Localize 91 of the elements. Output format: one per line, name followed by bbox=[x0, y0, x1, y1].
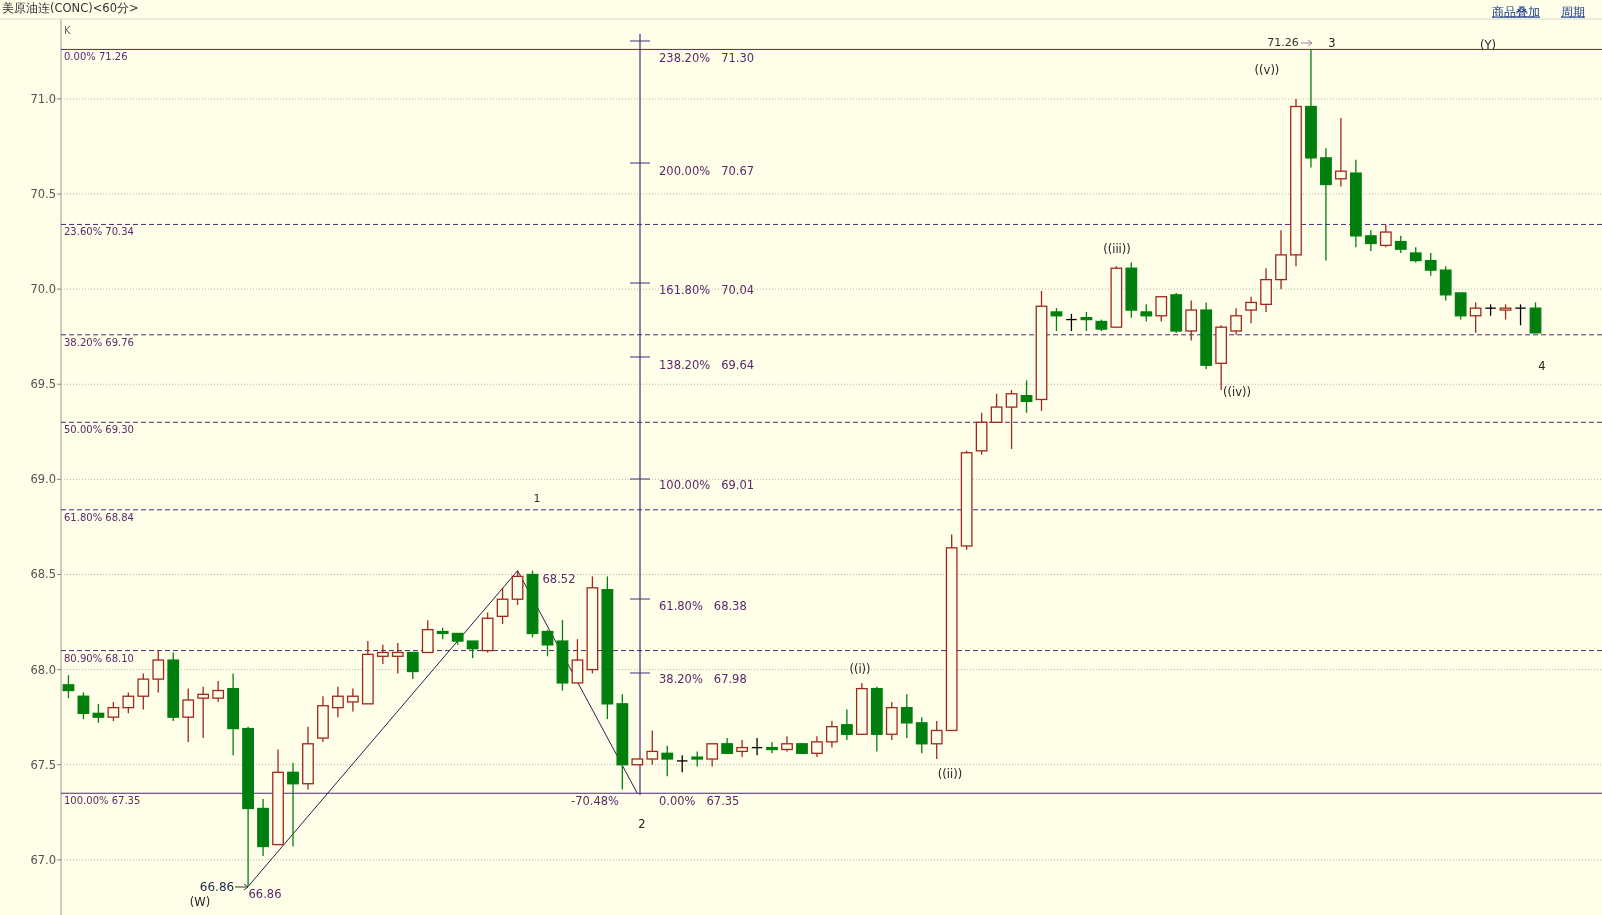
candlestick bbox=[1335, 117, 1347, 188]
candlestick bbox=[915, 716, 928, 754]
annotation: 61.80% 68.38 bbox=[659, 598, 747, 613]
candlestick bbox=[92, 703, 105, 724]
annotation: 138.20% 69.64 bbox=[659, 357, 755, 372]
candlestick bbox=[826, 720, 838, 749]
candlestick bbox=[541, 629, 554, 657]
chart-title: 美原油连(CONC)<60分> bbox=[2, 1, 139, 15]
candlestick bbox=[137, 672, 150, 711]
annotation: 66.86 bbox=[199, 879, 235, 894]
annotation: 161.80% 70.04 bbox=[659, 282, 755, 297]
annotation: 0.00% 67.35 bbox=[659, 793, 740, 808]
ref-line-label: 38.20% 69.76 bbox=[64, 336, 134, 348]
candlestick bbox=[1469, 301, 1482, 334]
candlestick bbox=[736, 739, 748, 758]
candlestick bbox=[421, 619, 434, 654]
annotation: ((ii)) bbox=[937, 766, 963, 781]
candlestick bbox=[1185, 299, 1198, 342]
annotation: 71.26 bbox=[1267, 36, 1299, 49]
candlestick bbox=[152, 649, 165, 694]
candlestick bbox=[1245, 296, 1257, 325]
candlestick bbox=[811, 735, 823, 758]
y-tick-label: 71.0 bbox=[30, 91, 56, 106]
y-tick-label: 69.5 bbox=[30, 377, 56, 392]
candlestick bbox=[376, 644, 389, 665]
candlestick bbox=[287, 762, 299, 848]
annotation: K bbox=[64, 25, 71, 36]
candlestick bbox=[930, 720, 943, 760]
candlestick bbox=[346, 687, 359, 713]
y-tick-label: 67.5 bbox=[30, 757, 56, 772]
candlestick bbox=[406, 651, 419, 680]
candlestick bbox=[1005, 389, 1018, 450]
candlestick bbox=[391, 642, 404, 675]
y-tick-label: 67.0 bbox=[30, 852, 56, 867]
ref-line-label: 100.00% 67.35 bbox=[64, 795, 141, 807]
candlestick bbox=[571, 638, 584, 684]
candlestick bbox=[1230, 307, 1243, 336]
candlestick bbox=[197, 686, 210, 739]
candlestick bbox=[1424, 252, 1437, 277]
annotation: 3 bbox=[1328, 35, 1336, 50]
annotation: ((iv)) bbox=[1223, 384, 1251, 399]
annotation: 238.20% 71.30 bbox=[659, 50, 755, 65]
ref-line-label: 61.80% 68.84 bbox=[64, 511, 134, 523]
annotation: -70.48% bbox=[571, 793, 620, 808]
candlestick bbox=[1050, 307, 1063, 332]
y-tick-label: 68.5 bbox=[30, 567, 56, 582]
annotation: 68.52 bbox=[542, 571, 576, 586]
y-tick-label: 69.0 bbox=[30, 472, 56, 487]
candlestick bbox=[182, 687, 195, 743]
candlestick bbox=[990, 393, 1003, 423]
candlestick bbox=[766, 741, 778, 754]
ref-line-label: 23.60% 70.34 bbox=[64, 226, 134, 238]
y-tick-label: 68.0 bbox=[30, 662, 56, 677]
annotation: 1 bbox=[533, 492, 541, 505]
candlestick bbox=[900, 693, 913, 739]
text: 周期 bbox=[1561, 4, 1585, 19]
candlestick bbox=[122, 691, 135, 714]
candlestick bbox=[77, 691, 90, 720]
ref-line-label: 0.00% 71.26 bbox=[64, 51, 128, 63]
candlestick bbox=[706, 743, 719, 768]
ref-line-label: 80.90% 68.10 bbox=[64, 652, 134, 664]
y-tick-label: 70.0 bbox=[30, 282, 56, 297]
candlestick bbox=[646, 729, 659, 766]
text: 商品叠加 bbox=[1492, 4, 1540, 19]
candlestick bbox=[107, 701, 120, 722]
candlestick bbox=[496, 587, 509, 625]
candlestick bbox=[1364, 229, 1377, 252]
y-tick-label: 70.5 bbox=[30, 187, 56, 202]
annotation: ((iii)) bbox=[1103, 241, 1131, 256]
candlestick bbox=[1020, 379, 1033, 414]
candlestick bbox=[332, 686, 344, 718]
annotation: 200.00% 70.67 bbox=[659, 163, 755, 178]
candlestick bbox=[661, 745, 674, 777]
candlestick bbox=[1080, 311, 1093, 332]
ref-line-label: 50.00% 69.30 bbox=[64, 424, 134, 436]
annotation: (W) bbox=[189, 894, 211, 909]
annotation: (Y) bbox=[1480, 37, 1496, 52]
annotation: ((v)) bbox=[1254, 62, 1280, 77]
candlestick bbox=[1379, 223, 1392, 248]
candlestick bbox=[212, 680, 225, 703]
annotation: 100.00% 69.01 bbox=[659, 477, 755, 492]
candlestick bbox=[511, 570, 524, 606]
annotation: 4 bbox=[1538, 358, 1546, 373]
annotation: ((i)) bbox=[849, 661, 871, 676]
candlestick bbox=[62, 674, 75, 699]
candlestick bbox=[1454, 292, 1467, 321]
annotation: 2 bbox=[638, 816, 646, 831]
annotation: 38.20% 67.98 bbox=[659, 671, 747, 686]
candlestick bbox=[840, 708, 853, 741]
annotation: 66.86 bbox=[248, 886, 282, 901]
candlestick bbox=[1155, 296, 1168, 323]
